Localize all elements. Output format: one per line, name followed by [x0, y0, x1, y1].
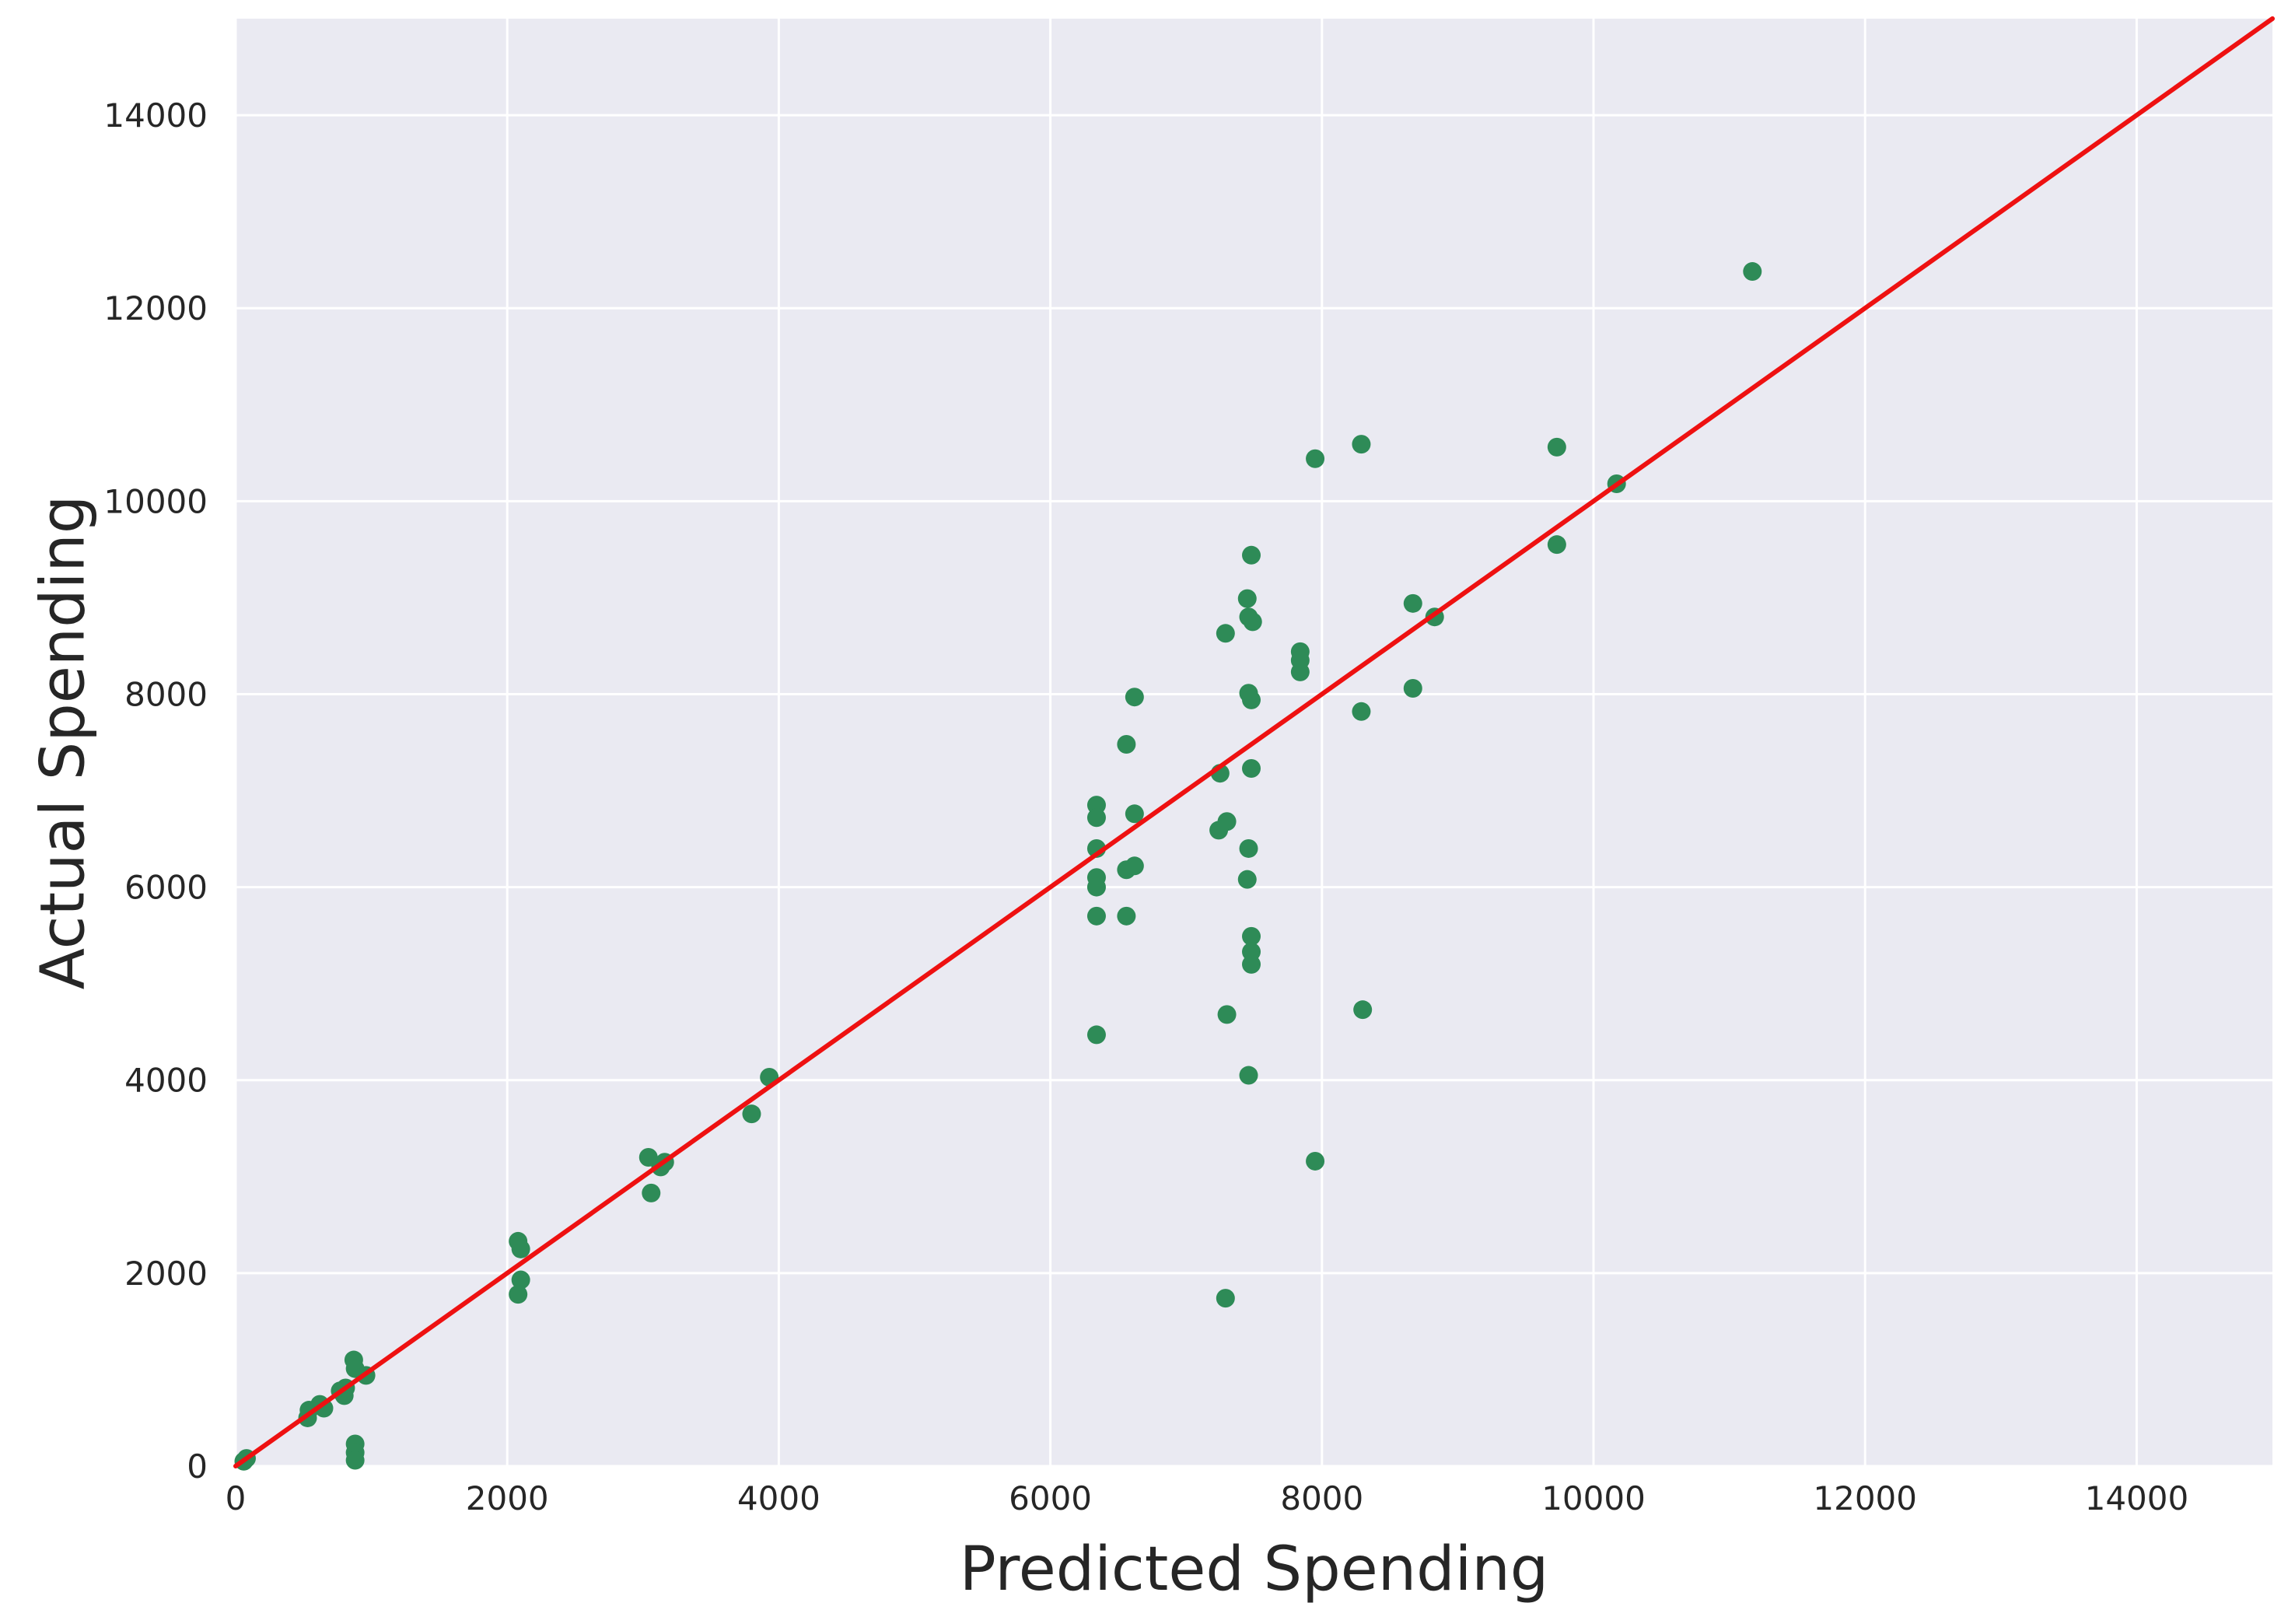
data-point: [1290, 662, 1310, 681]
data-point: [1086, 1025, 1106, 1045]
data-point: [1125, 856, 1144, 876]
data-point: [1403, 679, 1422, 698]
data-point: [1125, 804, 1144, 824]
fit-line-group: [233, 16, 2275, 1468]
y-tick-label: 10000: [103, 482, 208, 520]
data-point: [1352, 702, 1371, 721]
data-point: [1117, 906, 1136, 926]
data-point: [1306, 1151, 1325, 1171]
y-tick-label: 4000: [124, 1062, 208, 1100]
x-tick-label: 10000: [1541, 1479, 1646, 1517]
data-point: [1353, 1000, 1373, 1020]
data-point: [1237, 870, 1257, 889]
data-point: [1086, 877, 1106, 897]
y-tick-label: 8000: [124, 675, 208, 713]
data-point: [1216, 1289, 1235, 1308]
x-tick-label: 8000: [1280, 1479, 1363, 1517]
data-point: [1547, 535, 1566, 555]
data-point: [1239, 1066, 1258, 1085]
y-tick-label: 12000: [103, 289, 208, 327]
data-point: [1242, 758, 1261, 778]
data-point: [1086, 808, 1106, 828]
x-tick-label: 6000: [1009, 1479, 1092, 1517]
data-point: [742, 1104, 761, 1124]
data-point: [642, 1183, 661, 1202]
y-axis-title: Actual Spending: [28, 495, 98, 990]
data-point: [314, 1398, 334, 1418]
data-point: [1403, 593, 1422, 613]
x-tick-label: 2000: [466, 1479, 549, 1517]
data-points: [234, 262, 1762, 1471]
x-tick-label: 14000: [2085, 1479, 2189, 1517]
data-point: [1242, 545, 1261, 565]
y-tick-label: 6000: [124, 869, 208, 907]
data-point: [511, 1270, 530, 1290]
x-tick-label: 4000: [737, 1479, 820, 1517]
data-point: [1547, 437, 1566, 457]
data-point: [1306, 449, 1325, 468]
y-tick-label: 14000: [103, 96, 208, 135]
data-point: [1242, 690, 1261, 709]
data-point: [1237, 589, 1257, 608]
data-point: [1352, 435, 1371, 454]
x-tick-label: 0: [226, 1479, 247, 1517]
data-point: [1125, 688, 1144, 707]
data-point: [1239, 838, 1258, 858]
x-tick-label: 12000: [1813, 1479, 1917, 1517]
y-axis-ticks: 0 2000 4000 6000 8000 10000 12000 14000: [103, 96, 208, 1486]
data-point: [1217, 1005, 1237, 1024]
data-point: [1242, 926, 1261, 946]
regression-line: [233, 16, 2275, 1468]
data-point: [511, 1239, 530, 1258]
x-axis-title: Predicted Spending: [960, 1535, 1549, 1605]
data-point: [509, 1285, 528, 1304]
data-point: [1086, 906, 1106, 926]
data-point: [1242, 954, 1261, 974]
data-point: [1743, 262, 1762, 282]
y-tick-label: 0: [187, 1447, 208, 1486]
x-axis-ticks: 0 2000 4000 6000 8000 10000 12000 14000: [226, 1479, 2189, 1517]
data-point: [1117, 734, 1136, 754]
data-point: [1217, 812, 1237, 831]
data-point: [1243, 612, 1262, 632]
data-point: [345, 1451, 365, 1470]
data-point: [1216, 624, 1235, 643]
y-tick-label: 2000: [124, 1255, 208, 1293]
